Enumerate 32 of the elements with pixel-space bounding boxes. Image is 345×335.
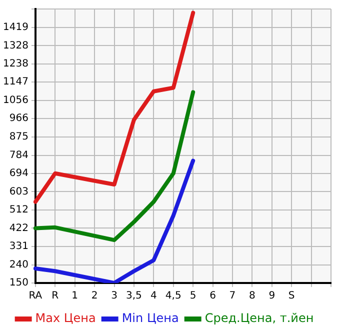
y-tick-label: 603: [9, 186, 28, 198]
x-tick-label: 9: [268, 290, 276, 302]
x-tick-label: 5: [190, 290, 196, 302]
legend-label: Сред.Цена, т.йен: [204, 311, 314, 326]
x-tick-label: 4: [150, 290, 157, 302]
x-tick-label: 1: [72, 290, 78, 302]
x-tick-label: 3,5: [126, 290, 142, 302]
y-tick-label: 512: [9, 204, 28, 216]
y-tick-label: 1056: [2, 95, 28, 106]
legend-label: Max Цена: [35, 311, 96, 326]
x-tick-label: 6: [210, 290, 216, 302]
y-tick-label: 875: [9, 132, 28, 143]
y-tick-label: 966: [9, 113, 28, 124]
y-tick-label: 784: [9, 150, 28, 161]
y-tick-label: 422: [9, 222, 28, 234]
x-tick-label: 8: [249, 290, 256, 302]
legend-label: Min Цена: [122, 311, 179, 326]
x-tick-label: 4,5: [165, 290, 182, 302]
x-tick-label: R: [52, 290, 59, 302]
y-tick-label: 240: [9, 259, 28, 270]
y-tick-label: 1147: [2, 76, 28, 88]
y-tick-label: 694: [9, 168, 28, 179]
y-tick-label: 1238: [2, 58, 28, 70]
y-tick-label: 1328: [2, 40, 28, 52]
y-tick-label: 150: [9, 278, 28, 289]
x-tick-label: S: [288, 290, 295, 302]
y-tick-label: 1419: [2, 22, 28, 33]
y-tick-label: 331: [9, 241, 28, 252]
x-tick-label: RA: [28, 290, 42, 302]
x-tick-label: 3: [111, 290, 118, 302]
x-tick-label: 2: [91, 290, 98, 302]
x-tick-label: 7: [229, 290, 236, 302]
